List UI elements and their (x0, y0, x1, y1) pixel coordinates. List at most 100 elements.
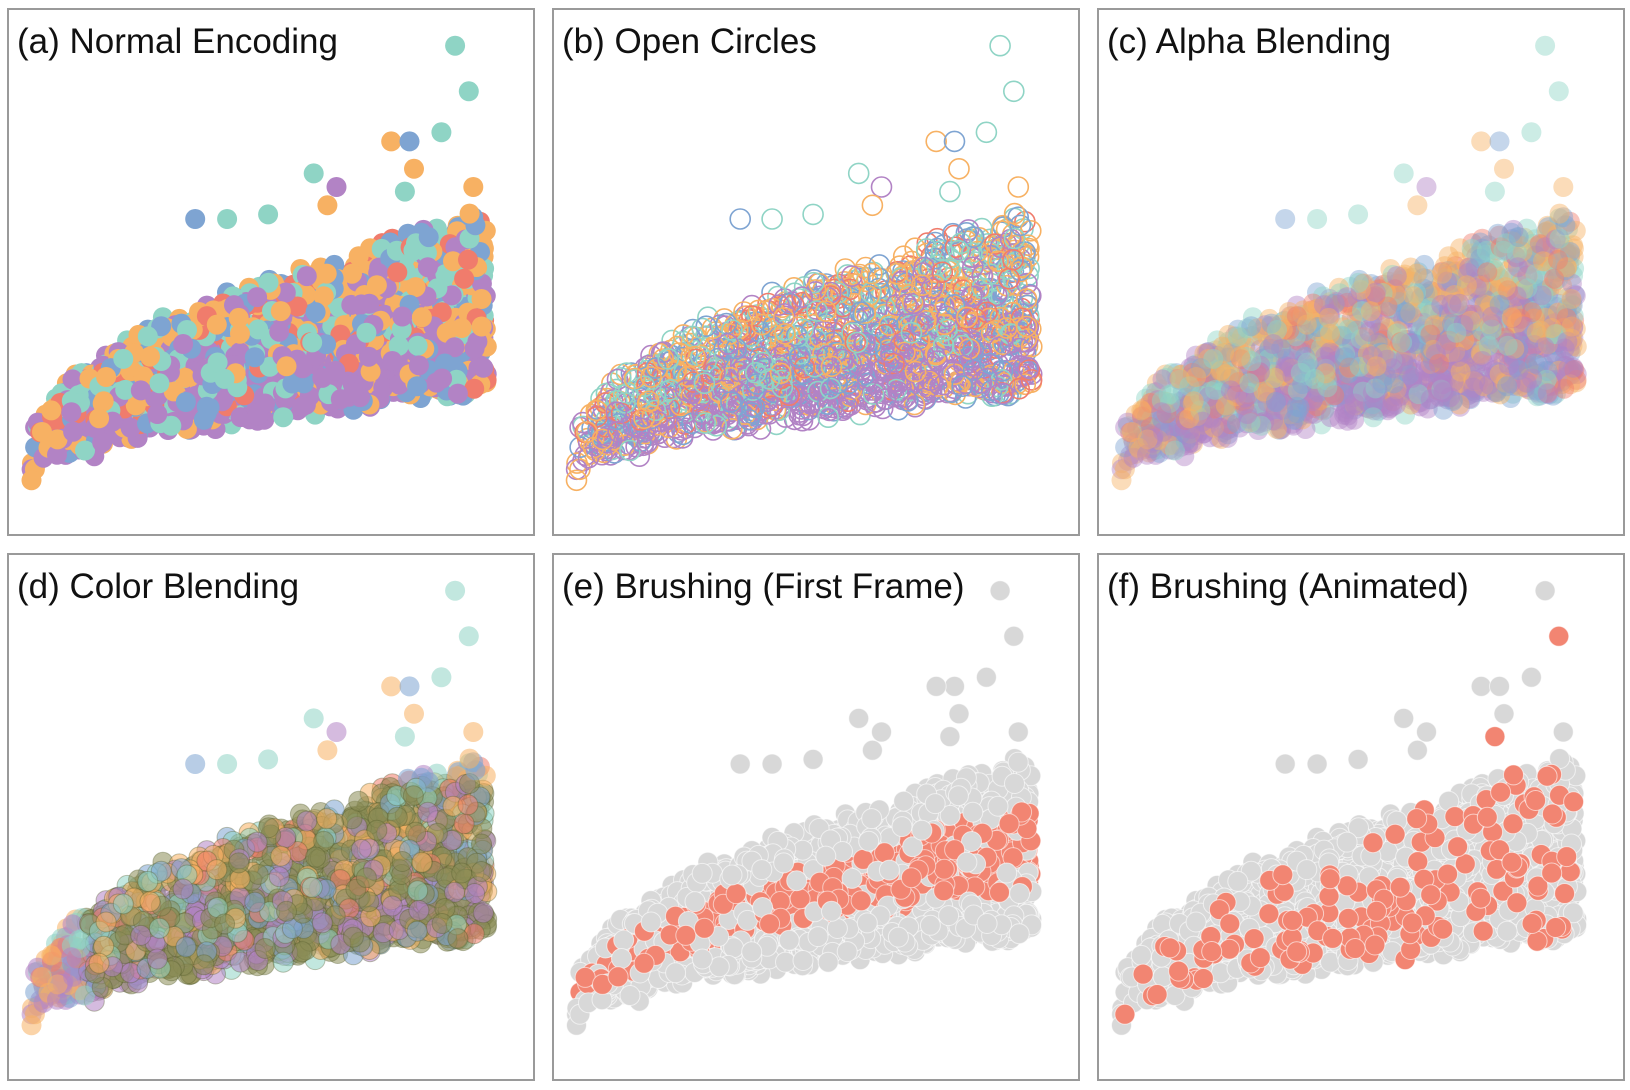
scatter-point (1420, 346, 1441, 367)
scatter-point (856, 367, 879, 389)
scatter-point (1547, 369, 1568, 390)
scatter-point (1166, 404, 1186, 425)
scatter-point (1002, 80, 1025, 103)
scatter-point (1487, 333, 1508, 354)
scatter-point (1267, 399, 1288, 420)
scatter-point (1409, 323, 1430, 344)
scatter-point (1402, 307, 1423, 328)
scatter-point (1297, 365, 1318, 386)
scatter-point (1442, 389, 1463, 410)
scatter-point (1517, 343, 1538, 363)
scatter-point (1153, 402, 1174, 423)
scatter-point (1467, 336, 1488, 357)
scatter-point (947, 239, 970, 262)
scatter-point (1555, 322, 1576, 343)
scatter-point (1008, 377, 1031, 400)
scatter-point (633, 407, 655, 430)
scatter-point (1220, 414, 1240, 435)
scatter-point (1155, 421, 1175, 442)
scatter-point (705, 414, 728, 437)
scatter-point (1474, 300, 1495, 321)
scatter-point (1369, 394, 1390, 415)
scatter-point (1255, 315, 1276, 336)
scatter-point (939, 180, 961, 203)
scatter-point (1544, 249, 1565, 270)
scatter-point (1235, 345, 1256, 365)
scatter-point (1258, 340, 1279, 361)
scatter-point (1474, 326, 1495, 347)
scatter-point (1160, 411, 1180, 431)
scatter-point (1368, 381, 1389, 402)
scatter-point (1360, 337, 1381, 357)
scatter-point (1141, 409, 1162, 430)
scatter-point (1439, 287, 1460, 308)
scatter-point (1502, 369, 1523, 390)
scatter-point (356, 322, 377, 343)
scatter-point (1361, 274, 1382, 294)
scatter-point (1421, 382, 1442, 403)
scatter-point (1188, 388, 1209, 409)
scatter-point (1549, 208, 1570, 229)
scatter-point (1415, 351, 1436, 372)
scatter-point (1246, 396, 1267, 417)
scatter-point (1535, 280, 1556, 301)
scatter-point (1495, 335, 1516, 356)
scatter-point (1503, 324, 1524, 344)
scatter-point (1413, 324, 1434, 345)
scatter-point (1260, 316, 1281, 337)
scatter-point (1282, 378, 1303, 399)
scatter-point (1394, 264, 1415, 285)
scatter-point (1536, 286, 1557, 307)
scatter-point (1375, 359, 1396, 380)
scatter-point (1193, 403, 1214, 424)
scatter-point (1368, 322, 1389, 343)
scatter-point (1007, 206, 1030, 228)
scatter-point (1381, 342, 1402, 363)
scatter-point (1257, 326, 1278, 347)
scatter-point (1447, 275, 1468, 296)
scatter-point (1308, 382, 1328, 403)
panel-c-alpha-blending: (c) Alpha Blending (1097, 8, 1625, 536)
scatter-point (287, 296, 308, 317)
scatter-point (1466, 293, 1487, 313)
scatter-point (740, 395, 763, 418)
scatter-point (1214, 393, 1235, 414)
scatter-point (1291, 341, 1311, 362)
scatter-point (1483, 284, 1504, 304)
scatter-point (1405, 363, 1426, 384)
scatter-point (1224, 326, 1245, 347)
scatter-point (47, 429, 68, 450)
scatter-point (1530, 314, 1551, 335)
scatter-point (903, 292, 926, 315)
scatter-point (1438, 309, 1459, 330)
scatter-point (1202, 382, 1223, 403)
scatter-point (684, 345, 706, 368)
scatter-point (1347, 288, 1368, 309)
scatter-point (1547, 253, 1567, 274)
scatter-point (1112, 453, 1132, 474)
scatter-point (1517, 378, 1538, 399)
scatter-point (1477, 350, 1498, 371)
scatter-point (1459, 257, 1480, 278)
scatter-point (1444, 285, 1465, 305)
scatter-point (975, 121, 998, 144)
scatter-point (1556, 298, 1577, 319)
scatter-point (1170, 423, 1191, 444)
scatter-point (867, 267, 890, 289)
scatter-point (1509, 301, 1530, 322)
scatter-point (789, 346, 811, 369)
scatter-point (1234, 400, 1255, 421)
scatter-point (1513, 279, 1534, 300)
scatter-point (1252, 401, 1273, 422)
scatter-point (1535, 317, 1556, 338)
scatter-point (1550, 235, 1571, 256)
scatter-point (1347, 376, 1368, 397)
scatter-point (1328, 373, 1349, 394)
scatter-point (1432, 271, 1453, 292)
scatter-point (1271, 394, 1292, 415)
scatter-point (1486, 382, 1507, 403)
scatter-point (774, 331, 796, 354)
scatter-point (1527, 382, 1548, 403)
scatter-point (1137, 422, 1157, 443)
scatter-point (1487, 362, 1508, 383)
